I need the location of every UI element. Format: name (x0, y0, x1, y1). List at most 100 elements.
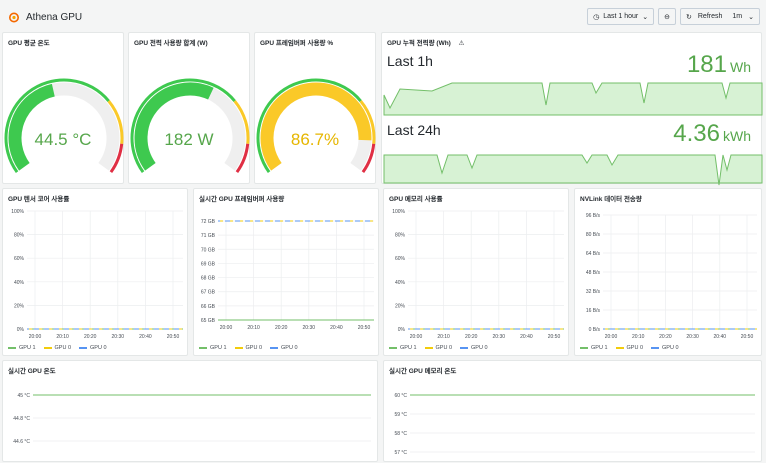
time-range-picker[interactable]: ◷ Last 1 hour ⌄ (587, 8, 655, 25)
legend: GPU 1 GPU 0 GPU 0 (8, 345, 107, 351)
legend-item[interactable]: GPU 0 (424, 345, 452, 351)
y-tick-label: 48 B/s (586, 270, 601, 276)
y-tick-label: 66 GB (201, 304, 216, 310)
gauge-threshold-green (256, 78, 362, 173)
y-tick-label: 0 B/s (589, 327, 601, 333)
x-tick-label: 20:20 (659, 334, 672, 340)
x-tick-label: 20:50 (167, 334, 180, 340)
gauge-threshold-yellow (359, 100, 376, 144)
x-tick-label: 20:30 (686, 334, 699, 340)
x-tick-label: 20:30 (303, 325, 316, 331)
y-tick-label: 45 °C (17, 393, 30, 399)
x-tick-label: 20:30 (112, 334, 125, 340)
legend-item[interactable]: GPU 0 (270, 345, 298, 351)
panel-title: GPU 메모리 사용률 (389, 196, 443, 203)
x-tick-label: 20:10 (437, 334, 450, 340)
y-tick-label: 20% (395, 303, 406, 309)
stat-value: 181 Wh (686, 51, 751, 78)
panel-title: GPU 전력 사용량 합계 (W) (134, 40, 208, 47)
y-tick-label: 80% (395, 233, 406, 239)
legend-item[interactable]: GPU 0 (651, 345, 679, 351)
gauge-threshold-red (235, 143, 250, 173)
legend-item[interactable]: GPU 1 (389, 345, 417, 351)
zoom-out-icon: ⊖ (664, 13, 670, 21)
y-tick-label: 32 B/s (586, 289, 601, 295)
refresh-interval[interactable]: 1m (732, 13, 743, 20)
x-tick-label: 20:40 (520, 334, 533, 340)
y-tick-label: 44.8 °C (13, 416, 30, 422)
y-tick-label: 20% (14, 303, 25, 309)
dashboard-title[interactable]: Athena GPU (26, 11, 83, 23)
y-tick-label: 100% (392, 209, 405, 215)
gauge-threshold-yellow (107, 100, 124, 144)
y-tick-label: 100% (11, 209, 24, 215)
x-tick-label: 20:20 (275, 325, 288, 331)
y-tick-label: 60 °C (394, 393, 407, 399)
warning-icon[interactable]: ⚠ (458, 40, 465, 47)
x-tick-label: 20:00 (220, 325, 233, 331)
y-tick-label: 16 B/s (586, 308, 601, 314)
y-tick-label: 60% (14, 256, 25, 262)
x-tick-label: 20:00 (605, 334, 618, 340)
legend-item[interactable]: GPU 0 (615, 345, 643, 351)
y-tick-label: 64 B/s (586, 251, 601, 257)
x-tick-label: 20:20 (84, 334, 97, 340)
gauge-power (130, 78, 250, 173)
dashboard-header: Athena GPU ◷ Last 1 hour ⌄ ⊖ ↻ Refresh 1… (0, 0, 766, 34)
y-tick-label: 0% (17, 327, 25, 333)
gauge-fill (260, 82, 372, 171)
legend: GPU 1 GPU 0 GPU 0 (389, 345, 488, 351)
y-tick-label: 40% (395, 280, 406, 286)
y-tick-label: 72 GB (201, 219, 216, 225)
legend-item[interactable]: GPU 1 (8, 345, 36, 351)
y-tick-label: 58 °C (394, 431, 407, 437)
x-tick-label: 20:40 (714, 334, 727, 340)
gauge-threshold-red (361, 143, 376, 173)
zoom-out-button[interactable]: ⊖ (658, 8, 676, 25)
chart-gpu-mem-temp: 57 °C 58 °C 59 °C 60 °C (394, 393, 755, 456)
y-tick-label: 80% (14, 233, 25, 239)
legend-item[interactable]: GPU 0 (234, 345, 262, 351)
chart-panel-tensor-core: GPU 텐서 코어 사용률 0% 20% 40% 60% 80% 100% 20:00 20:… (2, 188, 188, 356)
chart-panel-gpu-temp: 실시간 GPU 온도 44.6 °C 44.8 °C 45 °C (2, 360, 378, 462)
legend-item[interactable]: GPU 0 (460, 345, 488, 351)
panel-title: GPU 프레임버퍼 사용량 % (260, 40, 334, 47)
gauge-value: 44.5 °C (34, 130, 92, 149)
legend-item[interactable]: GPU 1 (580, 345, 608, 351)
legend: GPU 1 GPU 0 GPU 0 (199, 345, 298, 351)
y-tick-label: 65 GB (201, 318, 216, 324)
y-tick-label: 57 °C (394, 450, 407, 456)
y-tick-label: 68 GB (201, 276, 216, 282)
stat-label: Last 24h (387, 122, 441, 138)
gauge-threshold-green (130, 78, 236, 173)
chevron-down-icon: ⌄ (748, 13, 754, 21)
stat-label: Last 1h (387, 53, 433, 69)
x-tick-label: 20:40 (330, 325, 343, 331)
chart-panel-memory: GPU 메모리 사용률 0% 20% 40% 60% 80% 100% 20:00 20:10… (383, 188, 569, 356)
legend-item[interactable]: GPU 0 (43, 345, 71, 351)
legend-item[interactable]: GPU 1 (199, 345, 227, 351)
refresh-label: Refresh (697, 13, 723, 20)
y-tick-label: 70 GB (201, 247, 216, 253)
sparkline-24h (383, 154, 763, 186)
refresh-button[interactable]: ↻ Refresh 1m ⌄ (680, 8, 760, 25)
chart-memory: 0% 20% 40% 60% 80% 100% 20:00 20:10 20:20 20:30 20… (392, 209, 564, 340)
chart-nvlink: 0 B/s 16 B/s 32 B/s 48 B/s 64 B/s 80 B/s 96 B/… (586, 213, 757, 340)
panel-title: 실시간 GPU 온도 (8, 368, 56, 375)
chart-panel-nvlink: NVLink 데이터 전송량 0 B/s 16 B/s 32 B/s 48 B/s 64… (574, 188, 762, 356)
chart-gpu-temp: 44.6 °C 44.8 °C 45 °C (13, 393, 371, 445)
x-tick-label: 20:10 (247, 325, 260, 331)
legend-item[interactable]: GPU 0 (79, 345, 107, 351)
gauge-threshold-yellow (233, 100, 250, 144)
x-tick-label: 20:50 (741, 334, 754, 340)
x-tick-label: 20:10 (56, 334, 69, 340)
y-tick-label: 60% (395, 256, 406, 262)
refresh-icon: ↻ (686, 13, 692, 21)
gauge-panel-framebuffer: GPU 프레임버퍼 사용량 % 86.7% (254, 32, 376, 184)
gauge-framebuffer (256, 78, 376, 173)
y-tick-label: 71 GB (201, 233, 216, 239)
panel-title: GPU 평균 온도 (8, 40, 50, 47)
panel-title: 실시간 GPU 프레임버퍼 사용량 (199, 196, 285, 203)
y-tick-label: 0% (398, 327, 406, 333)
y-tick-label: 96 B/s (586, 213, 601, 219)
